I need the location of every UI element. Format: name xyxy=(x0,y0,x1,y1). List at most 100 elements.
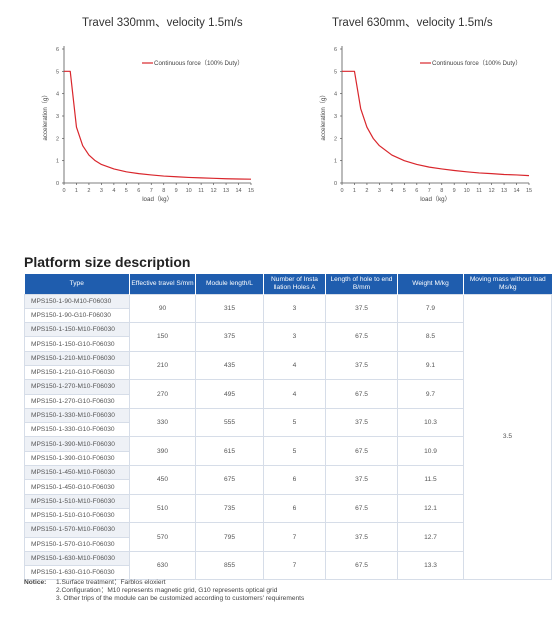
cell-type: MPS150-1-450-G10-F06030 xyxy=(24,479,130,495)
cell-installation-holes: 4 xyxy=(263,350,326,381)
x-tick-label: 6 xyxy=(137,188,140,194)
x-axis-label: load（kg） xyxy=(420,196,451,203)
y-tick-label: 0 xyxy=(334,181,337,187)
x-tick-label: 11 xyxy=(198,188,204,194)
series-line xyxy=(64,70,252,180)
cell-hole-to-end: 67.5 xyxy=(325,493,398,524)
cell-type: MPS150-1-630-M10-F06030 xyxy=(24,550,130,567)
cell-hole-to-end: 37.5 xyxy=(325,293,398,324)
cell-module-length: 495 xyxy=(195,379,264,409)
x-tick-label: 5 xyxy=(125,188,128,194)
cell-module-length: 675 xyxy=(195,465,264,495)
cell-module-length: 615 xyxy=(195,436,264,467)
cell-module-length: 795 xyxy=(195,522,264,552)
x-tick-label: 8 xyxy=(440,188,443,194)
table-row: MPS150-1-270-M10-F06030 270 495 4 67.5 9.7 xyxy=(24,379,552,409)
cell-hole-to-end: 37.5 xyxy=(325,522,398,552)
cell-type: MPS150-1-330-M10-F06030 xyxy=(24,407,130,424)
x-tick-label: 4 xyxy=(390,188,393,194)
cell-type: MPS150-1-390-G10-F06030 xyxy=(24,450,130,467)
cell-weight: 10.9 xyxy=(397,436,464,467)
cell-hole-to-end: 67.5 xyxy=(325,436,398,467)
section-title: Platform size description xyxy=(24,254,191,270)
table-row: MPS150-1-570-M10-F06030 570 795 7 37.5 12.7 xyxy=(24,522,552,552)
table-header-row: Type Effective travel S/mm Module length… xyxy=(24,274,552,294)
notice-item: 3. Other trips of the module can be cust… xyxy=(56,595,305,602)
cell-module-length: 315 xyxy=(195,293,264,324)
y-axis-label: acceleration（g） xyxy=(42,91,49,140)
cell-hole-to-end: 67.5 xyxy=(325,322,398,352)
cell-weight: 8.5 xyxy=(397,322,464,352)
x-tick-label: 0 xyxy=(62,188,65,194)
cell-effective-travel: 270 xyxy=(129,379,196,409)
x-tick-label: 7 xyxy=(428,188,431,194)
cell-installation-holes: 7 xyxy=(263,522,326,552)
x-tick-label: 5 xyxy=(403,188,406,194)
cell-effective-travel: 150 xyxy=(129,322,196,352)
cell-module-length: 375 xyxy=(195,322,264,352)
notice-item: 2.Configuration：M10 represents magnetic … xyxy=(56,587,278,594)
cell-module-length: 735 xyxy=(195,493,264,524)
x-tick-label: 6 xyxy=(415,188,418,194)
x-tick-label: 7 xyxy=(150,188,153,194)
y-tick-label: 2 xyxy=(56,136,59,142)
x-tick-label: 4 xyxy=(112,188,115,194)
x-tick-label: 15 xyxy=(526,188,532,194)
legend-label: Continuous force（100% Duty） xyxy=(432,60,521,67)
cell-effective-travel: 210 xyxy=(129,350,196,381)
notice-item: 1.Surface treatment：Farblos eloxiert xyxy=(56,579,166,586)
x-tick-label: 10 xyxy=(186,188,192,194)
x-tick-label: 8 xyxy=(162,188,165,194)
cell-module-length: 435 xyxy=(195,350,264,381)
series-line xyxy=(342,70,530,177)
x-tick-label: 1 xyxy=(353,188,356,194)
cell-installation-holes: 3 xyxy=(263,293,326,324)
x-tick-label: 3 xyxy=(378,188,381,194)
header-hole-to-end: Length of hole to end B/mm xyxy=(325,274,398,294)
cell-type: MPS150-1-90-M10-F06030 xyxy=(24,293,130,309)
cell-installation-holes: 7 xyxy=(263,550,326,581)
y-tick-label: 3 xyxy=(56,114,59,120)
table-row: MPS150-1-330-M10-F06030 330 555 5 37.5 10.3 xyxy=(24,407,552,438)
cell-effective-travel: 90 xyxy=(129,293,196,324)
header-module-length: Module length/L xyxy=(195,274,264,294)
y-tick-label: 2 xyxy=(334,136,337,142)
table-row: MPS150-1-90-M10-F06030 90 315 3 37.5 7.9 3.5 xyxy=(24,293,552,581)
legend-label: Continuous force（100% Duty） xyxy=(154,60,243,67)
platform-size-table: Type Effective travel S/mm Module length… xyxy=(24,274,552,581)
cell-type: MPS150-1-210-G10-F06030 xyxy=(24,364,130,381)
cell-type: MPS150-1-630-G10-F06030 xyxy=(24,565,130,581)
cell-moving-mass: 3.5 xyxy=(463,293,552,581)
cell-effective-travel: 630 xyxy=(129,550,196,581)
cell-type: MPS150-1-510-G10-F06030 xyxy=(24,507,130,524)
cell-type: MPS150-1-510-M10-F06030 xyxy=(24,493,130,509)
cell-installation-holes: 5 xyxy=(263,436,326,467)
cell-installation-holes: 6 xyxy=(263,493,326,524)
x-tick-label: 3 xyxy=(100,188,103,194)
cell-effective-travel: 390 xyxy=(129,436,196,467)
table-row: MPS150-1-210-M10-F06030 210 435 4 37.5 9.1 xyxy=(24,350,552,381)
cell-weight: 7.9 xyxy=(397,293,464,324)
cell-effective-travel: 450 xyxy=(129,465,196,495)
cell-type: MPS150-1-570-M10-F06030 xyxy=(24,522,130,538)
y-axis-label: acceleration（g） xyxy=(320,91,327,140)
cell-type: MPS150-1-570-G10-F06030 xyxy=(24,536,130,552)
header-effective-travel: Effective travel S/mm xyxy=(129,274,196,294)
cell-module-length: 855 xyxy=(195,550,264,581)
y-tick-label: 4 xyxy=(334,92,337,98)
table-row: MPS150-1-510-G10-F06030 xyxy=(24,507,552,524)
chart-title: Travel 330mm、velocity 1.5m/s xyxy=(82,17,243,29)
cell-hole-to-end: 37.5 xyxy=(325,407,398,438)
cell-module-length: 555 xyxy=(195,407,264,438)
cell-weight: 9.7 xyxy=(397,379,464,409)
y-tick-label: 1 xyxy=(334,159,337,165)
chart-title: Travel 630mm、velocity 1.5m/s xyxy=(332,17,493,29)
cell-effective-travel: 330 xyxy=(129,407,196,438)
y-tick-label: 6 xyxy=(56,47,59,53)
notice-label: Notice: xyxy=(24,579,47,586)
y-tick-label: 5 xyxy=(334,69,337,75)
